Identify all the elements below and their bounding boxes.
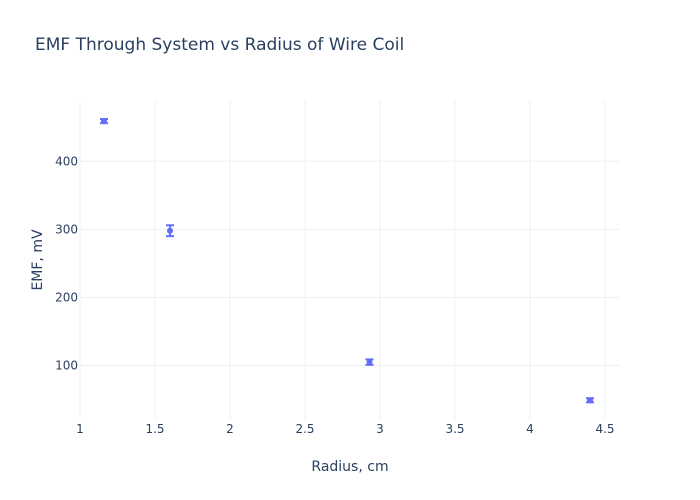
chart-title: EMF Through System vs Radius of Wire Coi… xyxy=(35,35,404,55)
data-points xyxy=(100,118,594,404)
y-tick-label: 200 xyxy=(55,290,78,304)
x-tick-label: 3.5 xyxy=(445,422,464,436)
x-tick-label: 2 xyxy=(226,422,234,436)
y-axis-title: EMF, mV xyxy=(30,229,46,291)
x-gridlines xyxy=(79,100,606,420)
y-gridlines xyxy=(80,160,620,367)
x-tick-label: 1.5 xyxy=(145,422,164,436)
x-tick-label: 4.5 xyxy=(595,422,614,436)
y-tick-label: 400 xyxy=(55,154,78,168)
x-tick-labels: 1 1.5 2 2.5 3 3.5 4 4.5 xyxy=(76,422,614,436)
x-tick-label: 4 xyxy=(526,422,534,436)
data-point xyxy=(100,118,108,125)
x-axis-title: Radius, cm xyxy=(311,459,388,475)
x-tick-label: 2.5 xyxy=(295,422,314,436)
data-point xyxy=(365,358,374,366)
data-point xyxy=(166,224,174,238)
x-tick-label: 1 xyxy=(76,422,84,436)
point-marker xyxy=(587,397,593,404)
y-tick-labels: 100 200 300 400 xyxy=(55,154,78,372)
y-tick-label: 100 xyxy=(55,359,78,373)
y-tick-label: 300 xyxy=(55,222,78,236)
data-point xyxy=(586,397,594,404)
point-marker xyxy=(101,118,107,125)
x-tick-label: 3 xyxy=(376,422,384,436)
point-marker xyxy=(366,359,373,366)
point-marker xyxy=(167,227,173,234)
